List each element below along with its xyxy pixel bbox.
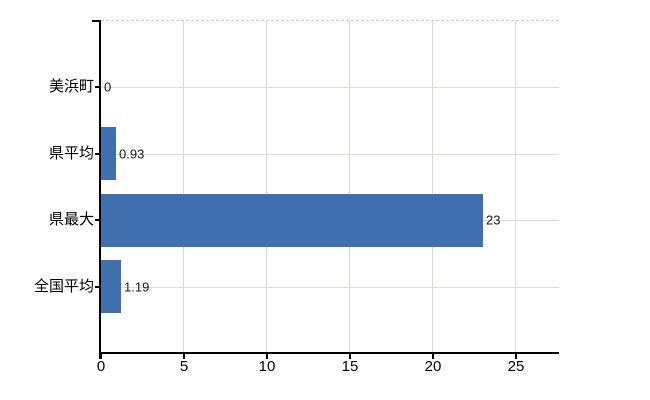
y-axis-tick <box>95 86 101 88</box>
x-axis-tick <box>266 354 268 359</box>
y-axis-tick <box>95 153 101 155</box>
x-axis-line <box>99 352 559 354</box>
x-tick-label: 0 <box>96 358 106 375</box>
y-tick-label: 県最大 <box>48 211 94 228</box>
bar-value-label: 0.93 <box>119 146 145 162</box>
gridline-horizontal <box>101 87 559 88</box>
gridline-vertical <box>183 21 184 353</box>
bar <box>101 260 121 313</box>
x-axis-tick <box>432 354 434 359</box>
y-axis-line <box>99 21 101 359</box>
y-axis-tick <box>95 286 101 288</box>
x-tick-label: 25 <box>507 358 525 375</box>
gridline-vertical <box>266 21 267 353</box>
bar <box>101 194 483 247</box>
x-tick-label: 10 <box>258 358 276 375</box>
y-axis-end-tick <box>92 20 101 22</box>
gridline-horizontal <box>101 154 559 155</box>
gridline-horizontal <box>101 287 559 288</box>
x-tick-label: 5 <box>179 358 189 375</box>
y-tick-label: 県平均 <box>48 145 94 162</box>
x-tick-label: 15 <box>341 358 359 375</box>
bar-value-label: 23 <box>486 212 501 228</box>
gridline-vertical <box>432 21 433 353</box>
y-tick-label: 美浜町 <box>48 78 94 95</box>
bar <box>101 127 116 180</box>
y-tick-label: 全国平均 <box>33 278 94 295</box>
bar-value-label: 1.19 <box>124 279 150 295</box>
x-axis-tick <box>183 354 185 359</box>
x-axis-tick <box>515 354 517 359</box>
bar-value-label: 0 <box>104 79 112 95</box>
plot-top-border <box>101 20 559 21</box>
x-tick-label: 20 <box>424 358 442 375</box>
y-axis-tick <box>95 219 101 221</box>
gridline-vertical <box>349 21 350 353</box>
x-axis-tick <box>349 354 351 359</box>
x-axis-tick <box>100 354 102 359</box>
gridline-vertical <box>515 21 516 353</box>
